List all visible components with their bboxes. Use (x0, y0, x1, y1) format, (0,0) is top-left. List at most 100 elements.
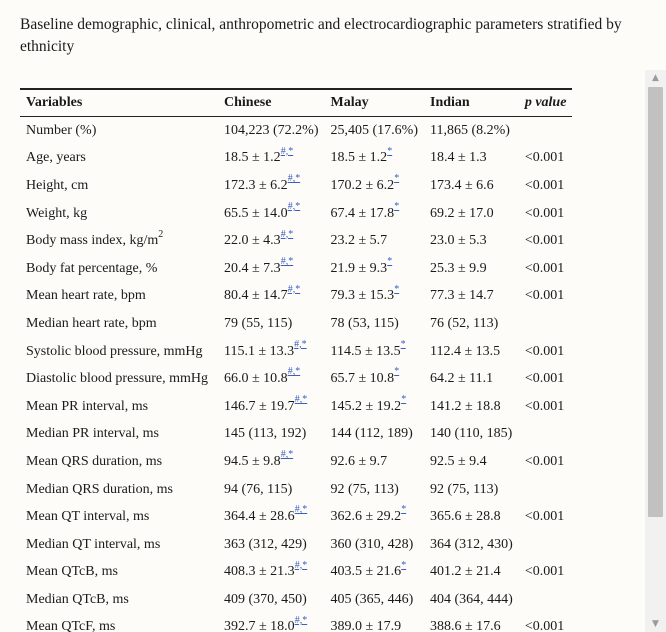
cell-variable: Body fat percentage, % (20, 255, 218, 283)
cell-malay-footnote-marker[interactable]: * (400, 338, 406, 350)
table-viewport[interactable]: Variables Chinese Malay Indian p value N… (0, 70, 645, 632)
cell-chinese: 408.3 ± 21.3#,* (218, 559, 325, 587)
cell-malay-text: 405 (365, 446) (330, 591, 414, 607)
cell-chinese: 94 (76, 115) (218, 476, 325, 504)
table-row: Median QT interval, ms 363 (312, 429) 360 … (20, 531, 572, 559)
cell-p-value: <0.001 (519, 559, 573, 587)
cell-chinese-footnote-marker[interactable]: #,* (287, 366, 301, 378)
cell-variable-text: Mean heart rate, bpm (26, 288, 146, 304)
table-row: Weight, kg 65.5 ± 14.0#,* 67.4 ± 17.8* 69.2… (20, 200, 572, 228)
cell-p-value (519, 117, 573, 145)
cell-malay-footnote-marker[interactable]: * (387, 145, 393, 157)
cell-variable-text: Mean QTcB, ms (26, 564, 118, 580)
cell-malay: 65.7 ± 10.8* (325, 365, 425, 393)
cell-variable: Diastolic blood pressure, mmHg (20, 365, 218, 393)
cell-variable: Weight, kg (20, 200, 218, 228)
cell-p-value-text: <0.001 (524, 205, 565, 221)
cell-variable-text: Weight, kg (26, 205, 88, 221)
cell-chinese: 22.0 ± 4.3#,* (218, 227, 325, 255)
cell-indian-text: 173.4 ± 6.6 (430, 177, 494, 193)
table-row: Mean QRS duration, ms 94.5 ± 9.8#,* 92.6 ±… (20, 448, 572, 476)
cell-malay-footnote-marker[interactable]: * (394, 283, 400, 295)
cell-chinese-footnote-marker[interactable]: #,* (280, 145, 294, 157)
cell-variable-text: Mean QT interval, ms (26, 509, 150, 525)
cell-chinese: 104,223 (72.2%) (218, 117, 325, 145)
cell-variable-text: Body mass index, kg/m (26, 233, 159, 249)
cell-malay: 92.6 ± 9.7 (325, 448, 425, 476)
cell-chinese-text: 408.3 ± 21.3 (224, 564, 295, 580)
table-row: Height, cm 172.3 ± 6.2#,* 170.2 ± 6.2* 173.… (20, 172, 572, 200)
table-row: Median QRS duration, ms 94 (76, 115) 92 (7… (20, 476, 572, 504)
cell-p-value: <0.001 (519, 393, 573, 421)
cell-chinese-footnote-marker[interactable]: #,* (287, 200, 301, 212)
cell-chinese: 80.4 ± 14.7#,* (218, 283, 325, 311)
cell-variable: Median QRS duration, ms (20, 476, 218, 504)
cell-p-value-text: <0.001 (524, 177, 565, 193)
cell-malay-footnote-marker[interactable]: * (401, 504, 407, 516)
cell-chinese-footnote-marker[interactable]: #,* (294, 338, 307, 350)
scrollbar-thumb[interactable] (648, 87, 663, 517)
cell-malay: 170.2 ± 6.2* (325, 172, 425, 200)
cell-chinese-footnote-marker[interactable]: #,* (287, 173, 301, 185)
cell-chinese: 18.5 ± 1.2#,* (218, 145, 325, 173)
table-row: Median PR interval, ms 145 (113, 192) 144 … (20, 421, 572, 449)
table-row: Mean QTcB, ms 408.3 ± 21.3#,* 403.5 ± 21.6… (20, 559, 572, 587)
cell-chinese-footnote-marker[interactable]: #,* (294, 394, 308, 406)
cell-indian: 388.6 ± 17.6 (424, 614, 519, 632)
scroll-down-arrow-icon[interactable]: ▼ (652, 619, 659, 629)
cell-chinese: 363 (312, 429) (218, 531, 325, 559)
cell-variable-text: Diastolic blood pressure, mmHg (26, 371, 208, 387)
table-row: Body mass index, kg/m2 22.0 ± 4.3#,* 23.2 … (20, 227, 572, 255)
cell-malay: 362.6 ± 29.2* (325, 503, 425, 531)
table-row: Body fat percentage, % 20.4 ± 7.3#,* 21.9 … (20, 255, 572, 283)
table-row: Systolic blood pressure, mmHg 115.1 ± 13.… (20, 338, 572, 366)
cell-indian-text: 364 (312, 430) (430, 536, 513, 552)
cell-malay-footnote-marker[interactable]: * (394, 200, 400, 212)
cell-variable-text: Median PR interval, ms (26, 426, 159, 442)
cell-indian: 25.3 ± 9.9 (424, 255, 519, 283)
cell-indian-text: 112.4 ± 13.5 (430, 343, 501, 359)
cell-malay-footnote-marker[interactable]: * (401, 559, 407, 571)
cell-chinese-footnote-marker[interactable]: #,* (294, 504, 308, 516)
cell-malay-footnote-marker[interactable]: * (387, 256, 393, 268)
cell-chinese: 392.7 ± 18.0#,* (218, 614, 325, 632)
cell-chinese-footnote-marker[interactable]: #,* (287, 283, 301, 295)
cell-indian-text: 69.2 ± 17.0 (430, 205, 494, 221)
cell-malay: 25,405 (17.6%) (325, 117, 425, 145)
cell-malay-text: 25,405 (17.6%) (330, 122, 419, 138)
cell-indian-text: 18.4 ± 1.3 (430, 150, 487, 166)
cell-variable: Number (%) (20, 117, 218, 145)
cell-malay: 145.2 ± 19.2* (325, 393, 425, 421)
header-p-value: p value (518, 88, 573, 117)
cell-chinese-footnote-marker[interactable]: #,* (280, 449, 294, 461)
cell-chinese-text: 80.4 ± 14.7 (224, 288, 288, 304)
cell-variable: Mean QTcF, ms (20, 614, 218, 632)
cell-malay: 23.2 ± 5.7 (325, 227, 425, 255)
cell-p-value-text: <0.001 (524, 398, 565, 414)
cell-chinese-text: 172.3 ± 6.2 (224, 177, 288, 193)
cell-chinese: 146.7 ± 19.7#,* (218, 393, 325, 421)
scroll-up-arrow-icon[interactable]: ▲ (652, 73, 659, 83)
cell-chinese: 20.4 ± 7.3#,* (218, 255, 325, 283)
cell-p-value (519, 421, 573, 449)
cell-p-value (519, 531, 573, 559)
cell-indian-text: 92 (75, 113) (430, 481, 499, 497)
cell-variable: Mean QTcB, ms (20, 559, 218, 587)
cell-chinese-text: 94.5 ± 9.8 (224, 453, 281, 469)
cell-malay-footnote-marker[interactable]: * (394, 173, 400, 185)
cell-chinese-footnote-marker[interactable]: #,* (294, 614, 308, 626)
cell-p-value-text: <0.001 (524, 233, 565, 249)
cell-variable-text: Number (%) (26, 122, 97, 138)
cell-chinese-footnote-marker[interactable]: #,* (280, 256, 294, 268)
table-row: Median QTcB, ms 409 (370, 450) 405 (365, 4… (20, 586, 572, 614)
cell-malay-footnote-marker[interactable]: * (401, 394, 407, 406)
cell-malay: 78 (53, 115) (325, 310, 425, 338)
cell-malay-text: 92.6 ± 9.7 (330, 453, 388, 469)
cell-chinese-footnote-marker[interactable]: #,* (280, 228, 294, 240)
cell-variable-text: Median QT interval, ms (26, 536, 161, 552)
cell-chinese-footnote-marker[interactable]: #,* (294, 559, 308, 571)
cell-malay-footnote-marker[interactable]: * (394, 366, 400, 378)
vertical-scrollbar[interactable]: ▲ ▼ (645, 70, 666, 632)
cell-malay: 92 (75, 113) (325, 476, 425, 504)
cell-malay-text: 114.5 ± 13.5 (330, 343, 401, 359)
